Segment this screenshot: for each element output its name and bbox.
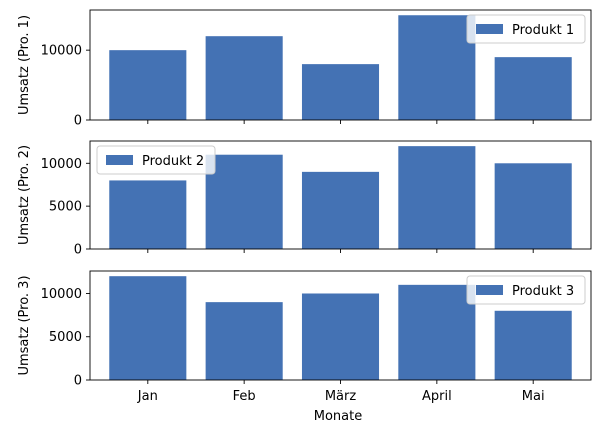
y-tick-label-1-0: 0 [74, 114, 82, 129]
legend-box-2 [96, 145, 216, 175]
bar-panel3-Jan [109, 276, 187, 380]
legend-3: Produkt 3 [466, 275, 586, 305]
bar-panel3-März [301, 293, 380, 380]
legend-label-3: Produkt 3 [512, 284, 574, 299]
x-tick-label-Mai: Mai [522, 389, 545, 404]
y-tick-label-1-10000: 10000 [41, 44, 82, 59]
bar-panel2-Mai [494, 163, 572, 249]
legend-swatch-3 [476, 285, 503, 295]
y-axis-label-2: Umsatz (Pro. 2) [17, 145, 32, 245]
legend-box-3 [466, 275, 586, 305]
legend-1: Produkt 1 [466, 14, 586, 44]
y-tick-label-2-5000: 5000 [49, 200, 82, 215]
bar-panel2-Feb [205, 154, 283, 249]
legend-swatch-2 [106, 155, 133, 165]
x-tick-label-Jan: Jan [137, 389, 158, 404]
y-axis-label-3: Umsatz (Pro. 3) [17, 275, 32, 375]
x-axis-label: Monate [314, 409, 362, 424]
legend-box-1 [466, 14, 586, 44]
bar-panel2-Jan [109, 180, 187, 249]
legend-swatch-1 [476, 24, 503, 34]
bar-panel1-Jan [109, 50, 187, 120]
panel-3: 0 5000 10000 Jan Feb März April Mai Umsatz (Pro.… [17, 270, 592, 404]
bar-panel1-Feb [205, 36, 283, 120]
y-tick-label-3-5000: 5000 [49, 330, 82, 345]
legend-label-2: Produkt 2 [142, 154, 204, 169]
legend-label-1: Produkt 1 [512, 23, 574, 38]
x-tick-label-Feb: Feb [233, 389, 256, 404]
bar-panel3-Mai [494, 310, 572, 380]
bar-panel1-März [301, 64, 380, 120]
panel-1: 0 10000 Umsatz (Pro. 1) Produkt 1 [17, 9, 592, 129]
bar-panel1-April [398, 15, 476, 121]
x-tick-label-April: April [422, 389, 452, 404]
legend-2: Produkt 2 [96, 145, 216, 175]
bar-panel3-April [398, 284, 476, 380]
x-tick-label-März: März [325, 389, 357, 404]
panel-2: 0 5000 10000 Umsatz (Pro. 2) Produkt 2 [17, 140, 592, 258]
y-tick-label-3-0: 0 [74, 374, 82, 389]
bar-panel2-März [301, 171, 380, 249]
bar-panel3-Feb [205, 302, 283, 380]
y-tick-label-2-10000: 10000 [41, 157, 82, 172]
bar-panel1-Mai [494, 57, 572, 120]
y-tick-label-2-0: 0 [74, 243, 82, 258]
y-tick-label-3-10000: 10000 [41, 287, 82, 302]
panels-layer: 0 10000 Umsatz (Pro. 1) Produkt 1 0 5000 10000… [17, 9, 592, 404]
bar-panel2-April [398, 146, 476, 249]
y-axis-label-1: Umsatz (Pro. 1) [17, 15, 32, 115]
